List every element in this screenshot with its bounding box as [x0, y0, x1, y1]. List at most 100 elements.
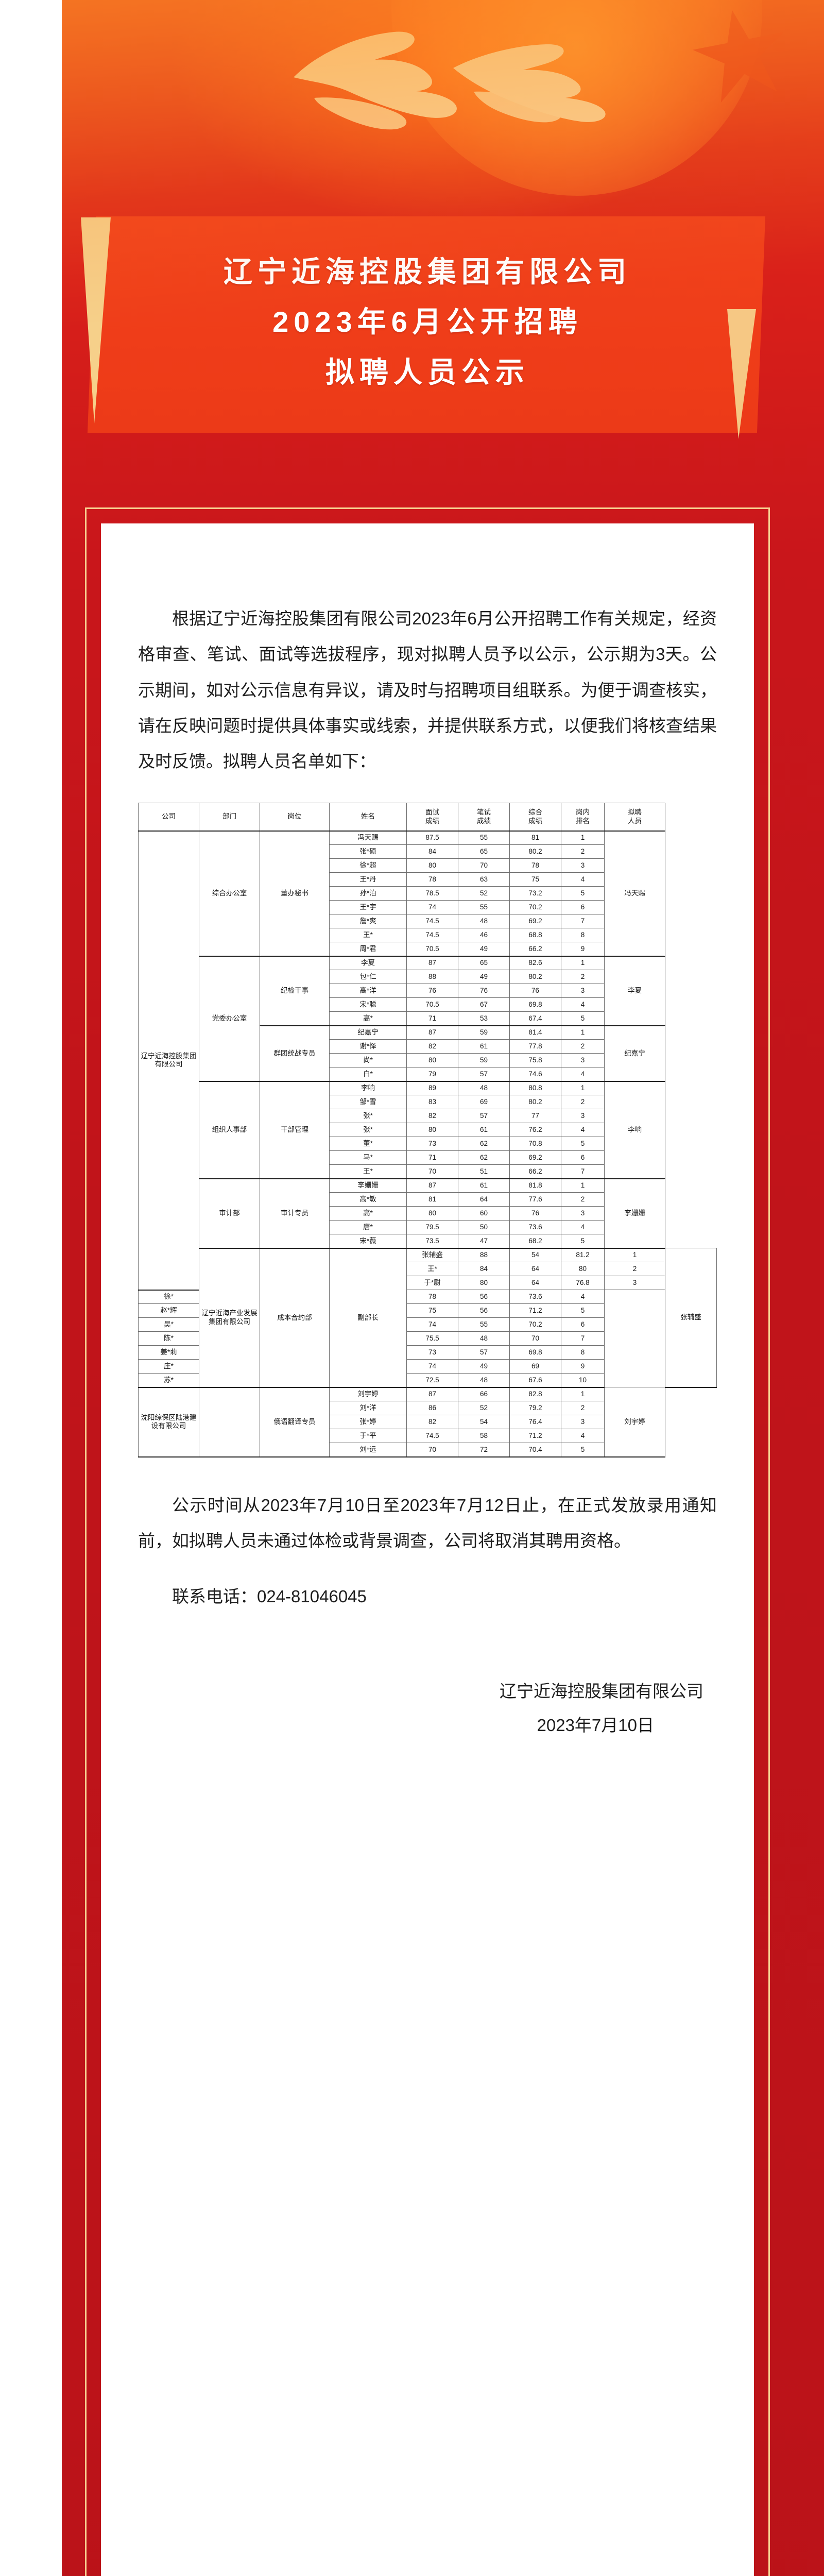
- cell-written-score: 49: [458, 942, 510, 957]
- cell-total-score: 70: [509, 1331, 561, 1346]
- cell-interview-score: 70.5: [406, 942, 458, 957]
- cell-candidate-name: 张*: [329, 1123, 407, 1138]
- cell-written-score: 62: [458, 1150, 510, 1165]
- cell-interview-score: 80: [406, 1206, 458, 1221]
- cell-candidate-name: 白*: [329, 1067, 407, 1082]
- table-row: 宋*薇 73.5 47 68.2 5: [139, 1234, 717, 1249]
- cell-hired-person: 冯天赐: [604, 831, 665, 957]
- table-row: 王* 84 64 80 2: [139, 1262, 717, 1277]
- table-row: 邹*雪 83 69 80.2 2: [139, 1095, 717, 1110]
- cell-interview-score: 74: [406, 1359, 458, 1374]
- cell-total-score: 70.4: [509, 1443, 561, 1458]
- cell-total-score: 78: [509, 858, 561, 873]
- cell-written-score: 58: [458, 1429, 510, 1444]
- cell-total-score: 66.2: [509, 1164, 561, 1179]
- cell-position: 干部管理: [260, 1081, 330, 1179]
- cell-candidate-name: 李姗姗: [329, 1178, 407, 1193]
- cell-candidate-name: 高*: [329, 1011, 407, 1026]
- title-line-company: 辽宁近海控股集团有限公司: [224, 255, 631, 288]
- cell-written-score: 61: [458, 1039, 510, 1054]
- cell-interview-score: 74.5: [406, 914, 458, 929]
- table-row: 组织人事部 干部管理 李响 89 48 80.8 1 李响: [139, 1081, 717, 1179]
- cell-rank: 5: [561, 1137, 605, 1151]
- cell-hired-person: 李响: [604, 1081, 665, 1179]
- table-row: 于*尉 80 64 76.8 3: [139, 1276, 717, 1291]
- cell-rank: 7: [561, 1331, 605, 1346]
- cell-total-score: 66.2: [509, 942, 561, 957]
- cell-rank: 3: [561, 1415, 605, 1430]
- cell-total-score: 81: [509, 831, 561, 845]
- cell-rank: 3: [561, 858, 605, 873]
- cell-candidate-name: 徐*超: [329, 858, 407, 873]
- cell-candidate-name: 刘宇婷: [329, 1387, 407, 1402]
- cell-rank: 3: [604, 1276, 665, 1291]
- table-row: 徐*超 80 70 78 3: [139, 858, 717, 873]
- table-row: 马* 71 62 69.2 6: [139, 1150, 717, 1165]
- cell-interview-score: 87: [406, 1178, 458, 1193]
- cell-rank: 2: [604, 1262, 665, 1277]
- cell-hired-person: 李夏: [604, 956, 665, 1026]
- cell-company: 沈阳综保区陆港建设有限公司: [138, 1387, 199, 1458]
- cell-total-score: 71.2: [509, 1303, 561, 1318]
- cell-interview-score: 80: [406, 1053, 458, 1068]
- cell-candidate-name: 冯天赐: [329, 831, 407, 845]
- cell-interview-score: 73.5: [406, 1234, 458, 1249]
- cell-interview-score: 82: [406, 1415, 458, 1430]
- cell-interview-score: 74.5: [406, 1429, 458, 1444]
- cell-interview-score: 73: [406, 1137, 458, 1151]
- cell-interview-score: 83: [406, 1095, 458, 1110]
- cell-written-score: 52: [458, 886, 510, 901]
- cell-interview-score: 87: [406, 1025, 458, 1040]
- cell-interview-score: 79.5: [406, 1220, 458, 1235]
- cell-written-score: 64: [509, 1276, 561, 1291]
- cell-total-score: 80.2: [509, 970, 561, 985]
- cell-candidate-name: 尚*: [329, 1053, 407, 1068]
- cell-total-score: 69: [509, 1359, 561, 1374]
- cell-interview-score: 75.5: [406, 1331, 458, 1346]
- cell-rank: 1: [561, 1178, 605, 1193]
- cell-hired-person: 李姗姗: [604, 1178, 665, 1249]
- cell-total-score: 80.8: [509, 1081, 561, 1096]
- cell-interview-score: 78: [406, 1290, 458, 1304]
- cell-rank: 1: [561, 831, 605, 845]
- cell-interview-score: 84: [458, 1262, 510, 1277]
- cell-rank: 10: [561, 1373, 605, 1388]
- cell-candidate-name: 姜*莉: [138, 1345, 199, 1360]
- cell-candidate-name: 庄*: [138, 1359, 199, 1374]
- content-card-gold-frame: [85, 507, 770, 2576]
- contact-phone-line: 联系电话：024-81046045: [172, 1586, 367, 1606]
- cell-rank: 5: [561, 1443, 605, 1458]
- cell-total-score: 81.2: [561, 1248, 605, 1263]
- th-dept: 部门: [199, 803, 260, 832]
- cell-total-score: 77: [509, 1109, 561, 1124]
- cell-total-score: 69.2: [509, 914, 561, 929]
- table-row: 审计部 审计专员 李姗姗 87 61 81.8 1 李姗姗: [139, 1178, 717, 1249]
- cell-rank: 4: [561, 872, 605, 887]
- table-row: 孙*泊 78.5 52 73.2 5: [139, 886, 717, 901]
- cell-total-score: 70.8: [509, 1137, 561, 1151]
- cell-candidate-name: 高*洋: [329, 984, 407, 998]
- cell-total-score: 77.6: [509, 1192, 561, 1207]
- cell-written-score: 55: [458, 831, 510, 845]
- cell-interview-score: 80: [458, 1276, 510, 1291]
- cell-written-score: 59: [458, 1053, 510, 1068]
- cell-interview-score: 86: [406, 1401, 458, 1416]
- cell-candidate-name: 周*君: [329, 942, 407, 957]
- cell-total-score: 73.2: [509, 886, 561, 901]
- cell-candidate-name: 孙*泊: [329, 886, 407, 901]
- cell-total-score: 76.8: [561, 1276, 605, 1291]
- cell-written-score: 49: [458, 1359, 510, 1374]
- cell-rank: 8: [561, 1345, 605, 1360]
- cell-written-score: 49: [458, 970, 510, 985]
- cell-rank: 6: [561, 1150, 605, 1165]
- cell-candidate-name: 董*: [329, 1137, 407, 1151]
- cell-department: 组织人事部: [199, 1081, 260, 1179]
- cell-written-score: 69: [458, 1095, 510, 1110]
- th-hired: 拟聘 人员: [604, 803, 665, 832]
- cell-total-score: 76: [509, 984, 561, 998]
- cell-interview-score: 78.5: [406, 886, 458, 901]
- cell-written-score: 57: [458, 1067, 510, 1082]
- cell-rank: 1: [561, 1025, 605, 1040]
- cell-rank: 3: [561, 1109, 605, 1124]
- cell-interview-score: 88: [458, 1248, 510, 1263]
